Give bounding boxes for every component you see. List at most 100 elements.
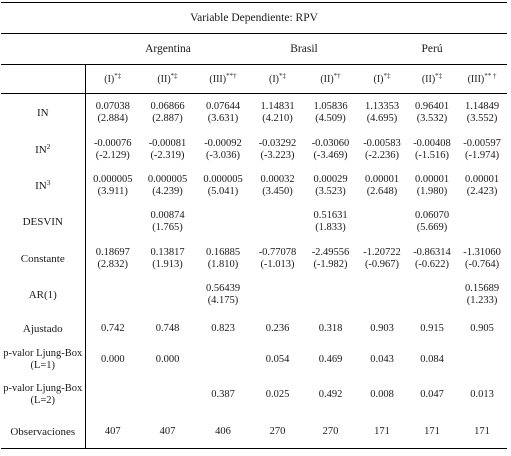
table-cell — [195, 344, 251, 375]
t-statistic: (2.423) — [466, 186, 498, 197]
coefficient: -0.00597 — [463, 138, 501, 149]
row-label: AR(1) — [28, 289, 57, 301]
coefficient: 0.043 — [370, 353, 394, 365]
table-cell — [140, 277, 195, 313]
table-row: IN2 -0.00076 (-2.129) -0.00081 (-2.319) -0.00… — [1, 132, 507, 168]
table-cell: 0.043 — [357, 344, 407, 375]
coefficient: 0.013 — [470, 389, 494, 400]
coefficient: -2.49556 — [311, 246, 350, 258]
table-cell: 0.06070 (5.669) — [407, 204, 457, 240]
table-cell: 0.000005 (3.911) — [84, 168, 140, 204]
t-statistic: (-3.223) — [260, 150, 295, 161]
table-cell: -0.00597 (-1.974) — [457, 132, 507, 168]
coefficient: 270 — [269, 425, 286, 437]
table-cell: 0.742 — [84, 313, 140, 344]
coefficient: 0.06866 — [150, 101, 185, 112]
coefficient: 0.51631 — [313, 210, 348, 221]
country-header-argentina: Argentina — [85, 33, 251, 65]
table-cell — [84, 204, 140, 240]
table-cell: 270 — [304, 415, 357, 449]
model-header: (II)*‡ — [140, 64, 195, 94]
coefficient: 0.469 — [318, 353, 343, 365]
model-header: (III)**† — [195, 64, 251, 94]
table-cell — [195, 204, 251, 240]
table-cell — [251, 277, 304, 313]
table-cell: 0.07038 (2.884) — [84, 93, 140, 132]
table-cell: 171 — [407, 415, 457, 449]
coefficient: 0.000 — [155, 353, 180, 365]
table-row: p-valor Ljung-Box (L=1) 0.000 0.000 0.054 0.… — [1, 344, 507, 375]
coefficient: 0.07038 — [95, 101, 130, 112]
t-statistic: (-1.982) — [313, 258, 348, 270]
table-row: DESVIN 0.00874 (1.765) 0.51631 (1.833) 0.0607… — [1, 204, 507, 240]
table-cell: 0.000005 (5.041) — [195, 168, 251, 204]
table-row: IN 0.07038 (2.884) 0.06866 (2.887) 0.07644 (3.… — [1, 93, 507, 133]
table-cell: 171 — [357, 415, 407, 449]
coefficient: -0.00081 — [148, 138, 187, 149]
coefficient: 0.07644 — [205, 101, 241, 112]
table-cell: 0.025 — [251, 375, 304, 415]
t-statistic: (5.669) — [416, 222, 448, 233]
coefficient: -0.03060 — [311, 138, 350, 149]
coefficient: -1.20722 — [363, 246, 401, 258]
country-header-peru: Perú — [357, 33, 508, 65]
row-label: IN3 — [35, 178, 51, 192]
table-cell — [407, 277, 457, 313]
model-header: (II)*† — [304, 64, 357, 94]
t-statistic: (-2.319) — [150, 150, 185, 161]
table-cell: 0.00874 (1.765) — [140, 204, 195, 240]
model-header: (I)*‡ — [84, 64, 140, 94]
coefficient: 0.96401 — [414, 101, 450, 112]
table-cell: 0.18697 (2.832) — [84, 240, 140, 277]
coefficient: 0.06070 — [414, 210, 450, 221]
row-label: p-valor Ljung-Box (L=1) — [3, 347, 83, 371]
t-statistic: (-0.967) — [364, 258, 400, 270]
table-row: IN3 0.000005 (3.911) 0.000005 (4.239) 0.00000… — [1, 168, 507, 204]
coefficient: 171 — [474, 425, 490, 437]
table-cell: 1.05836 (4.509) — [304, 94, 357, 133]
table-cell: -0.00583 (-2.236) — [357, 132, 407, 168]
table-cell: 0.56439 (4.175) — [195, 277, 251, 313]
table-cell: 1.14831 (4.210) — [251, 94, 304, 133]
t-statistic: (3.523) — [315, 186, 346, 197]
coefficient: 171 — [374, 425, 390, 437]
coefficient: 407 — [104, 425, 121, 437]
table-cell: 0.469 — [304, 344, 357, 375]
table-cell: 0.903 — [357, 313, 407, 344]
coefficient: -0.00092 — [204, 138, 242, 149]
model-header: (II)*‡ — [407, 64, 457, 94]
table-cell: 0.00001 (2.648) — [357, 168, 407, 204]
t-statistic: (4.509) — [315, 113, 346, 124]
t-statistic: (3.911) — [97, 186, 128, 197]
table-cell: 0.00029 (3.523) — [304, 168, 357, 204]
row-label: DESVIN — [22, 216, 63, 228]
t-statistic: (1.233) — [466, 295, 498, 306]
row-label: IN — [36, 107, 49, 119]
table-cell: 0.06866 (2.887) — [140, 94, 195, 133]
table-cell: 0.96401 (3.532) — [407, 94, 457, 133]
row-label: Constante — [20, 252, 65, 265]
coefficient: 0.000 — [100, 353, 125, 365]
coefficient: 0.00001 — [464, 174, 500, 185]
table-cell: 406 — [195, 415, 251, 449]
table-cell: -0.00081 (-2.319) — [140, 132, 195, 168]
table-cell — [140, 375, 195, 415]
coefficient: 0.18697 — [95, 246, 130, 258]
coefficient: -0.86314 — [413, 246, 451, 258]
coefficient: 0.905 — [470, 322, 494, 334]
t-statistic: (-1.974) — [464, 150, 500, 161]
coefficient: 0.56439 — [205, 283, 241, 294]
coefficient: 1.14831 — [260, 101, 295, 112]
table-cell: -0.00408 (-1.516) — [407, 132, 457, 168]
coefficient: 1.05836 — [313, 101, 348, 112]
table-cell: 0.492 — [304, 375, 357, 415]
table-cell: 0.000 — [84, 344, 140, 375]
coefficient: -1.31060 — [463, 246, 501, 258]
table-row: p-valor Ljung-Box (L=2) 0.387 0.025 0.492 0.… — [1, 375, 507, 415]
coefficient: 407 — [159, 425, 176, 437]
table-cell: 0.07644 (3.631) — [195, 94, 251, 133]
coefficient: 0.047 — [420, 389, 444, 400]
t-statistic: (1.980) — [416, 186, 448, 197]
table-cell: 0.236 — [251, 313, 304, 344]
coefficient: 0.084 — [420, 353, 444, 365]
